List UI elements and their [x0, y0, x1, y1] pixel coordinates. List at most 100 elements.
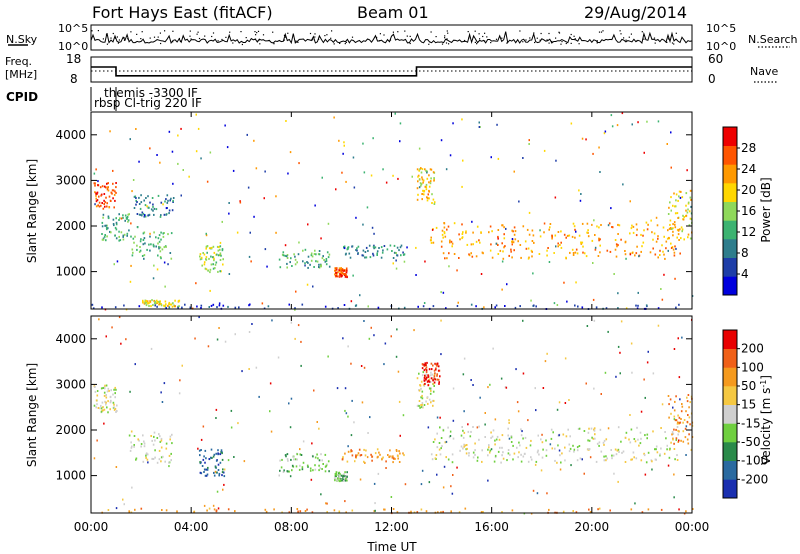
scatter-cell [159, 302, 161, 305]
scatter-cell [611, 454, 613, 457]
scatter-cell [673, 415, 676, 418]
scatter-cell [102, 237, 105, 240]
scatter-cell [122, 238, 125, 241]
scatter-cell [433, 203, 436, 205]
scatter-cell [420, 406, 423, 409]
scatter-cell [210, 263, 213, 266]
scatter-cell [160, 304, 163, 307]
scatter-cell [472, 426, 474, 428]
scatter-cell [213, 471, 215, 474]
scatter-cell [300, 454, 303, 456]
scatter-cell [430, 387, 432, 390]
scatter-noise-cell [489, 451, 491, 454]
scatter-noise-cell [681, 336, 683, 339]
scatter-cell [96, 191, 99, 194]
scatter-cell [137, 438, 139, 441]
scatter-cell [205, 247, 207, 250]
scatter-cell [432, 198, 435, 201]
scatter-noise-cell [206, 180, 209, 183]
scatter-cell [659, 453, 661, 456]
scatter-cell [335, 471, 338, 474]
noise-search-point [482, 35, 484, 38]
scatter-noise-cell [163, 261, 166, 264]
scatter-cell [557, 231, 560, 233]
scatter-cell [199, 461, 201, 464]
scatter-cell [681, 228, 684, 231]
scatter-cell [111, 192, 113, 195]
scatter-cell [115, 223, 118, 226]
scatter-cell [633, 438, 636, 440]
scatter-cell [439, 375, 441, 378]
scatter-cell [158, 449, 161, 452]
scatter-cell [563, 233, 566, 236]
scatter-noise-cell [382, 168, 384, 171]
scatter-cell [675, 306, 677, 309]
scatter-noise-cell [395, 252, 397, 254]
scatter-cell [630, 428, 633, 431]
scatter-cell [338, 476, 340, 479]
scatter-cell [101, 238, 104, 241]
scatter-noise-cell [480, 273, 483, 275]
scatter-cell [334, 473, 337, 475]
scatter-cell [686, 420, 689, 423]
scatter-cell [551, 447, 554, 450]
scatter-cell [221, 474, 223, 477]
scatter-cell [425, 373, 428, 376]
scatter-cell [433, 381, 436, 384]
scatter-cell [507, 452, 510, 455]
scatter-cell [489, 449, 492, 452]
scatter-noise-cell [316, 421, 318, 423]
scatter-cell [196, 305, 198, 308]
scatter-cell [502, 257, 505, 260]
noise-search-point [397, 31, 399, 33]
noise-search-point [534, 41, 536, 44]
scatter-cell [324, 260, 327, 263]
scatter-cell [320, 453, 322, 456]
scatter-cell [203, 455, 205, 458]
scatter-noise-cell [505, 227, 507, 230]
scatter-noise-cell [427, 426, 430, 429]
scatter-noise-cell [536, 492, 539, 495]
colorbar-tick-label: 24 [741, 162, 756, 176]
noise-search-point [548, 42, 550, 44]
scatter-noise-cell [362, 223, 364, 226]
scatter-cell [661, 244, 663, 247]
scatter-cell [337, 477, 339, 480]
scatter-cell [219, 453, 222, 456]
scatter-noise-cell [222, 488, 224, 491]
scatter-cell [470, 430, 472, 433]
scatter-cell [346, 475, 348, 478]
scatter-cell [170, 257, 173, 260]
scatter-cell [142, 301, 144, 304]
scatter-cell [348, 252, 351, 255]
scatter-cell [206, 473, 209, 476]
scatter-cell [617, 307, 619, 310]
scatter-noise-cell [197, 447, 199, 450]
scatter-cell [361, 254, 364, 257]
scatter-noise-cell [564, 402, 567, 404]
scatter-cell [104, 400, 106, 403]
scatter-noise-cell [215, 417, 217, 419]
scatter-cell [205, 258, 208, 261]
y-tick-label: 2000 [55, 423, 86, 437]
scatter-cell [668, 416, 670, 419]
scatter-cell [459, 449, 461, 452]
scatter-cell [158, 458, 161, 461]
scatter-cell [142, 232, 145, 235]
scatter-cell [134, 508, 136, 511]
scatter-cell [424, 168, 426, 171]
scatter-cell [430, 239, 432, 242]
scatter-noise-cell [264, 248, 267, 251]
scatter-cell [651, 460, 653, 463]
scatter-cell [677, 433, 679, 436]
noise-search-point [344, 43, 346, 45]
scatter-cell [644, 434, 646, 437]
scatter-noise-cell [457, 301, 459, 304]
scatter-cell [218, 246, 220, 249]
scatter-noise-cell [224, 340, 227, 343]
x-tick-label: 04:00 [174, 520, 209, 534]
scatter-cell [554, 234, 557, 237]
scatter-cell [113, 403, 115, 406]
scatter-cell [637, 304, 639, 307]
scatter-cell [138, 250, 141, 253]
